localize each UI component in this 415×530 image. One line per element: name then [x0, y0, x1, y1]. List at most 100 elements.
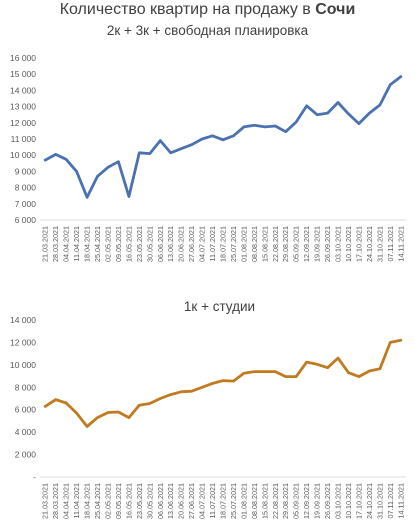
data-point — [326, 366, 329, 369]
x-tick-label: 13.06.2021 — [166, 483, 175, 519]
data-point — [242, 125, 246, 129]
y-tick-label: 12 000 — [10, 118, 36, 128]
data-point — [295, 120, 298, 124]
data-point — [315, 113, 319, 116]
x-tick-label: 08.08.2021 — [250, 226, 259, 262]
y-tick-label: 11 000 — [11, 134, 37, 144]
y-tick-label: 8 000 — [15, 382, 37, 392]
data-point — [190, 390, 193, 393]
data-point — [263, 370, 266, 373]
x-tick-label: 03.10.2021 — [334, 483, 343, 519]
x-tick-label: 06.06.2021 — [156, 483, 165, 519]
y-tick-label: 15 000 — [10, 69, 36, 79]
data-point — [200, 386, 204, 389]
data-point — [138, 151, 141, 154]
data-point — [127, 416, 131, 419]
data-point — [64, 401, 68, 405]
x-tick-label: 04.07.2021 — [198, 226, 207, 262]
data-point — [378, 367, 382, 370]
y-tick-label: 10 000 — [10, 150, 36, 160]
data-point — [347, 371, 350, 374]
x-tick-label: 17.10.2021 — [354, 483, 363, 519]
x-tick-label: 11.04.2021 — [72, 483, 81, 518]
data-point — [326, 111, 329, 115]
x-tick-label: 25.07.2021 — [229, 226, 238, 262]
x-tick-label: 27.06.2021 — [187, 483, 196, 519]
x-tick-label: 02.05.2021 — [103, 483, 112, 519]
data-point — [284, 130, 287, 133]
data-point — [221, 379, 225, 382]
x-tick-label: 04.04.2021 — [62, 483, 71, 519]
chart-1: 6 000 7 000 8 000 9 000 10 000 11 000 12 000 13… — [10, 53, 406, 262]
data-point — [85, 425, 89, 428]
x-tick-label: 29.08.2021 — [281, 226, 290, 262]
x-tick-label: 24.10.2021 — [365, 226, 374, 262]
x-tick-label: 01.08.2021 — [239, 483, 248, 519]
data-point — [117, 410, 120, 414]
data-point — [389, 341, 392, 344]
data-point — [200, 137, 204, 141]
data-point — [284, 375, 287, 378]
data-point — [295, 375, 298, 378]
x-tick-label: 28.03.2021 — [51, 483, 60, 519]
y-tick-label: 12 000 — [10, 337, 36, 347]
x-tick-label: 12.09.2021 — [302, 483, 311, 519]
x-tick-label: 01.08.2021 — [239, 226, 248, 262]
data-point — [44, 405, 47, 408]
data-point — [106, 411, 110, 414]
y-tick-label: 14 000 — [10, 85, 36, 95]
data-point — [336, 356, 340, 360]
x-tick-label: 21.03.2021 — [41, 483, 50, 519]
data-point — [211, 134, 214, 137]
x-tick-label: 29.08.2021 — [281, 483, 290, 519]
x-tick-label: 20.06.2021 — [177, 483, 186, 519]
data-point — [315, 363, 319, 366]
data-point — [44, 158, 47, 162]
x-tick-label: 27.06.2021 — [187, 226, 196, 262]
y-tick-label: 10 000 — [10, 360, 36, 370]
y-tick-label: 6 000 — [15, 215, 37, 225]
x-tick-label: 22.08.2021 — [271, 226, 280, 262]
series-line — [43, 75, 403, 199]
x-tick-label: 10.10.2021 — [344, 226, 353, 262]
x-tick-label: 31.10.2021 — [375, 226, 384, 262]
data-point — [211, 382, 214, 385]
x-tick-label: 25.04.2021 — [93, 483, 102, 519]
data-point — [242, 372, 246, 375]
x-tick-label: 07.11.2021 — [386, 483, 395, 518]
x-tick-label: 09.05.2021 — [114, 483, 123, 519]
data-point — [368, 369, 371, 373]
data-point — [64, 158, 68, 161]
data-point — [274, 124, 277, 128]
page-title: Количество квартир на продажу в Сочи — [59, 1, 356, 18]
x-tick-label: 06.06.2021 — [156, 226, 165, 262]
chart-1-title: 2к + 3к + свободная планировка — [106, 23, 309, 38]
data-point — [180, 147, 183, 150]
x-tick-label: 15.08.2021 — [260, 226, 269, 262]
y-tick-label: 13 000 — [10, 102, 36, 112]
x-tick-label: 04.07.2021 — [198, 483, 207, 519]
x-tick-label: 19.09.2021 — [313, 226, 322, 262]
data-point — [305, 360, 308, 364]
x-tick-label: 13.06.2021 — [166, 226, 175, 262]
x-tick-label: 03.10.2021 — [334, 226, 343, 262]
data-point — [399, 75, 402, 78]
data-point — [54, 153, 57, 156]
x-tick-label: 09.05.2021 — [114, 226, 123, 262]
y-tick-label: 8 000 — [15, 183, 37, 193]
x-tick-label: 18.07.2021 — [219, 226, 228, 262]
x-tick-label: 21.03.2021 — [41, 226, 50, 262]
x-tick-label: 18.04.2021 — [83, 226, 92, 262]
y-tick-label: 4 000 — [15, 427, 37, 437]
x-tick-label: 14.11.2021 — [396, 483, 405, 518]
x-tick-label: 25.04.2021 — [93, 226, 102, 262]
data-point — [190, 143, 193, 146]
x-tick-label: 04.04.2021 — [62, 226, 71, 262]
x-tick-label: 05.09.2021 — [292, 483, 301, 519]
data-point — [232, 134, 235, 137]
x-tick-label: 23.05.2021 — [135, 483, 144, 519]
data-point — [305, 104, 308, 108]
x-tick-label: 26.09.2021 — [323, 226, 332, 262]
y-tick-label: 2 000 — [15, 450, 37, 460]
